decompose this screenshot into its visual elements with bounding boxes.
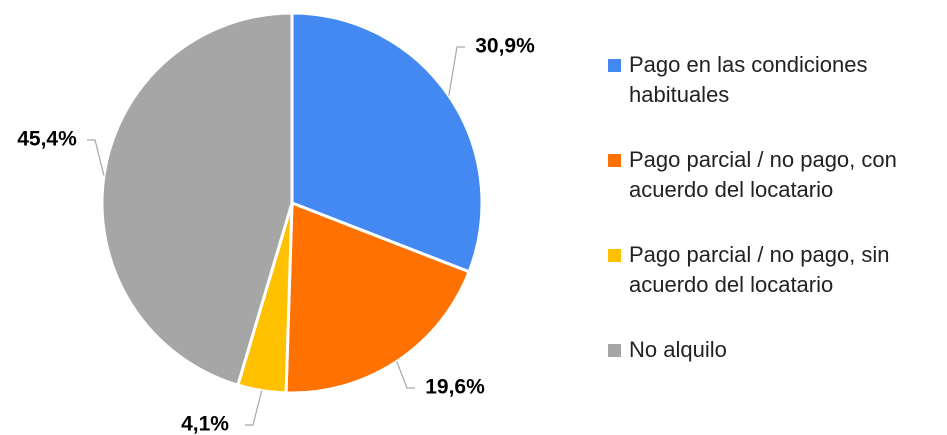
legend-label: Pago parcial / no pago, con acuerdo del … bbox=[629, 147, 897, 202]
legend-swatch bbox=[608, 249, 621, 262]
legend-label: Pago en las condiciones habituales bbox=[629, 52, 868, 107]
leader-line bbox=[245, 390, 263, 426]
data-label: 19,6% bbox=[425, 376, 485, 399]
legend-swatch bbox=[608, 154, 621, 167]
data-label: 30,9% bbox=[475, 35, 535, 58]
legend-item: Pago parcial / no pago, con acuerdo del … bbox=[608, 145, 943, 240]
legend-label: Pago parcial / no pago, sin acuerdo del … bbox=[629, 242, 890, 297]
legend-swatch bbox=[608, 59, 621, 72]
legend-item: Pago en las condiciones habituales bbox=[608, 50, 943, 145]
pie-slice bbox=[284, 200, 472, 395]
legend-swatch bbox=[608, 344, 621, 357]
leader-line bbox=[87, 139, 105, 176]
legend-item: No alquilo bbox=[608, 335, 943, 430]
legend: Pago en las condiciones habituales Pago p… bbox=[608, 50, 943, 430]
data-label: 4,1% bbox=[181, 413, 229, 435]
leader-line bbox=[396, 361, 415, 389]
legend-label: No alquilo bbox=[629, 337, 727, 362]
leader-line bbox=[448, 46, 465, 96]
data-label: 45,4% bbox=[17, 128, 77, 151]
legend-item: Pago parcial / no pago, sin acuerdo del … bbox=[608, 240, 943, 335]
pie-slice bbox=[290, 11, 484, 274]
